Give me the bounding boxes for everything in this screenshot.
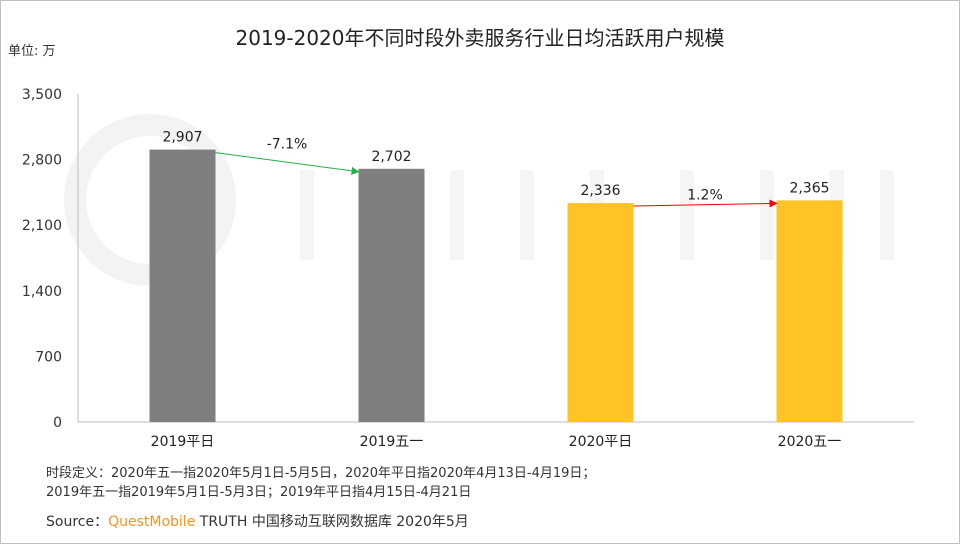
definition-note-line2: 2019年五一指2019年5月1日-5月3日；2019年平日指4月15日-4月2… [46, 485, 472, 500]
bar-value-label: 2,336 [580, 183, 620, 199]
y-tick-label: 2,100 [22, 218, 62, 234]
bar-2020平日 [567, 203, 634, 422]
change-label: 1.2% [687, 187, 723, 203]
y-tick-label: 0 [53, 415, 62, 431]
change-arrow [633, 199, 778, 208]
source-rest: TRUTH 中国移动互联网数据库 2020年5月 [195, 514, 469, 530]
source-note: Source：QuestMobile TRUTH 中国移动互联网数据库 2020… [46, 514, 469, 531]
x-tick-label: 2019平日 [151, 434, 215, 450]
bar-value-label: 2,702 [371, 149, 411, 165]
change-label: -7.1% [267, 137, 308, 153]
unit-label: 单位: 万 [8, 44, 56, 59]
bar-2019五一 [358, 168, 425, 422]
watermark-letter-stroke [450, 170, 464, 260]
watermark-letter-stroke [680, 170, 694, 260]
bar-2020五一 [776, 200, 843, 422]
source-prefix: Source： [46, 514, 109, 530]
watermark-letter-stroke [300, 170, 314, 260]
y-tick-label: 1,400 [22, 284, 62, 300]
change-arrow [215, 152, 360, 175]
bar-2019平日 [149, 149, 216, 422]
watermark-letter-stroke [880, 170, 894, 260]
source-brand: QuestMobile [108, 514, 196, 530]
bar-value-label: 2,365 [789, 180, 829, 196]
x-tick-label: 2019五一 [360, 434, 424, 450]
y-tick-label: 3,500 [22, 87, 62, 103]
x-tick-label: 2020五一 [778, 434, 842, 450]
x-tick-label: 2020平日 [569, 434, 633, 450]
y-tick-label: 2,800 [22, 153, 62, 169]
y-tick-label: 700 [35, 349, 62, 365]
bar-value-label: 2,907 [162, 130, 202, 146]
chart-title: 2019-2020年不同时段外卖服务行业日均活跃用户规模 [235, 26, 725, 50]
watermark-letter-stroke [520, 170, 534, 260]
watermark-letter-stroke [760, 170, 774, 260]
definition-note-line1: 时段定义：2020年五一指2020年5月1日-5月5日，2020年平日指2020… [46, 466, 596, 481]
